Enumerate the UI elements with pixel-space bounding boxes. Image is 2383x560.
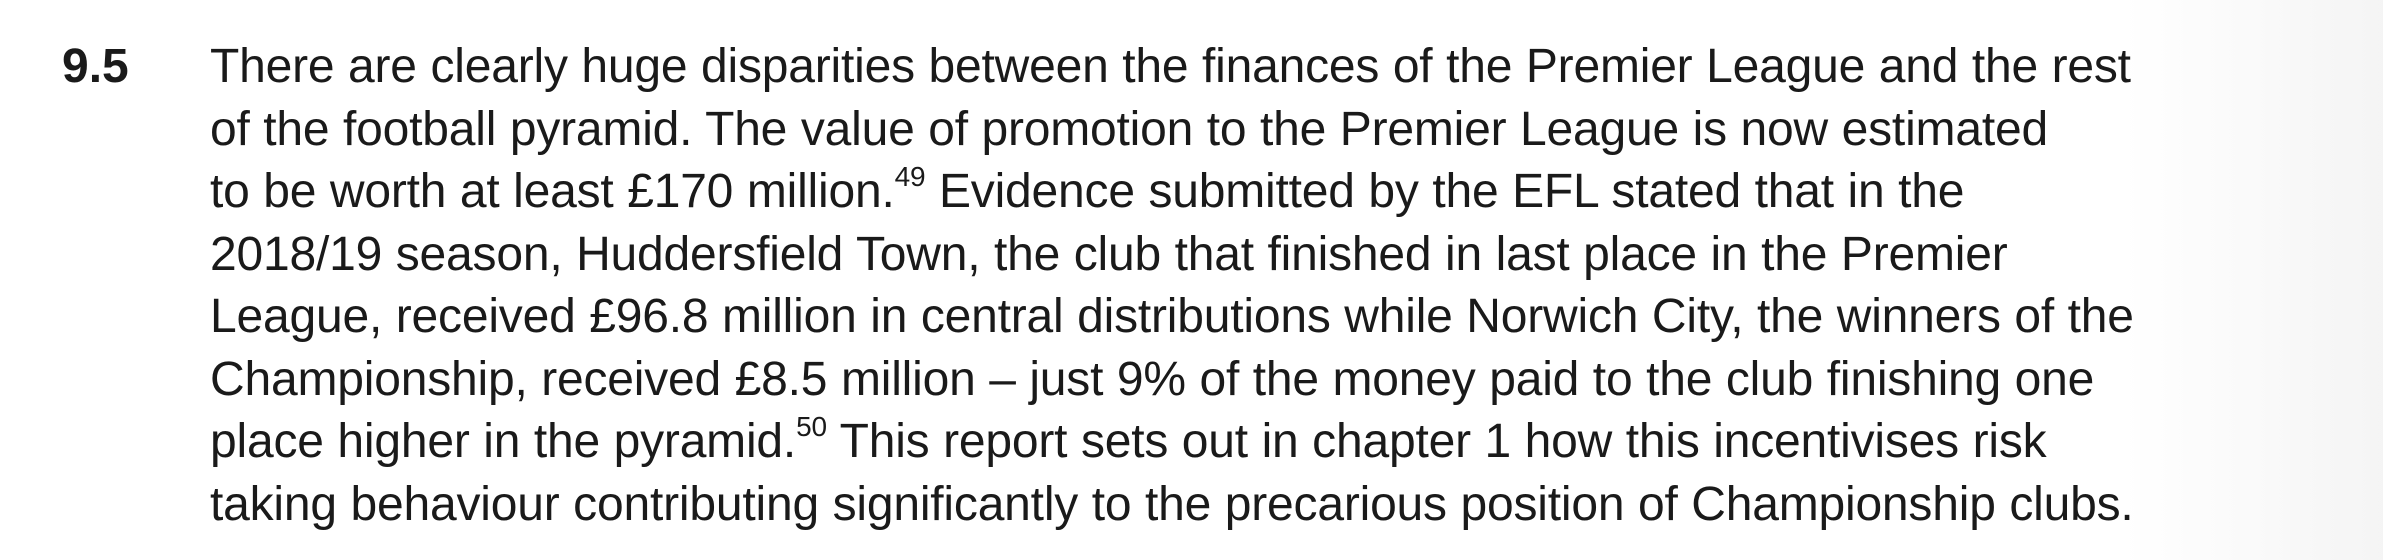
text-line: League, received £96.8 million in centra…: [210, 290, 2134, 343]
footnote-reference[interactable]: 49: [894, 161, 926, 192]
text-line: 2018/19 season, Huddersfield Town, the c…: [210, 227, 2008, 281]
text-line: There are clearly huge disparities betwe…: [210, 40, 2131, 93]
text-line: place higher in the pyramid.50 This repo…: [210, 411, 2340, 474]
text-segment: This report sets out in chapter 1 how th…: [826, 415, 2047, 468]
text-line: taking behaviour contributing significan…: [210, 477, 2134, 531]
footnote-reference[interactable]: 50: [796, 411, 827, 442]
paragraph-number: 9.5: [62, 40, 129, 93]
text-segment: Evidence submitted by the EFL stated tha…: [925, 165, 1965, 218]
paragraph-body: There are clearly huge disparities betwe…: [210, 36, 2340, 536]
text-line: to be worth at least £170 million.49 Evi…: [210, 161, 2340, 224]
text-line: Championship, received £8.5 million – ju…: [210, 352, 2095, 406]
text-line: of the football pyramid. The value of pr…: [210, 102, 2048, 156]
text-segment: place higher in the pyramid.: [210, 415, 797, 468]
text-segment: to be worth at least £170 million.: [210, 165, 895, 218]
